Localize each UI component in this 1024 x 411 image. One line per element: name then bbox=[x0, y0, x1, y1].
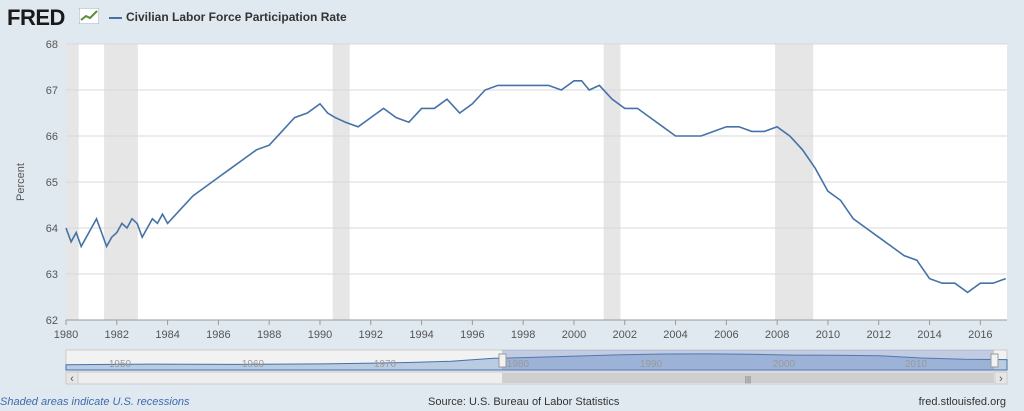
x-tick-label: 1996 bbox=[460, 329, 484, 341]
scrollbar[interactable]: ‹ ||| › bbox=[65, 371, 1008, 385]
recession-note: Shaded areas indicate U.S. recessions bbox=[0, 396, 190, 408]
y-tick-label: 65 bbox=[46, 177, 58, 189]
navigator-labels: 1950 1960 1970 1980 1990 2000 2010 bbox=[109, 359, 928, 370]
series-line[interactable] bbox=[65, 80, 1006, 294]
x-tick-label: 2008 bbox=[765, 329, 789, 341]
navigator-year-label: 1970 bbox=[374, 359, 397, 370]
x-tick-label: 2012 bbox=[866, 329, 890, 341]
x-tick-label: 1990 bbox=[308, 329, 332, 341]
x-tick-label: 2004 bbox=[663, 329, 687, 341]
fred-url[interactable]: fred.stlouisfed.org bbox=[918, 396, 1006, 408]
x-tick-label: 1982 bbox=[105, 329, 129, 341]
navigator-year-label: 1990 bbox=[640, 359, 663, 370]
y-tick-label: 63 bbox=[46, 269, 58, 281]
scroll-right-button[interactable] bbox=[994, 371, 1008, 385]
x-tick-label: 2016 bbox=[968, 329, 992, 341]
navigator-year-label: 2010 bbox=[905, 359, 928, 370]
scroll-left-arrow-icon: ‹ bbox=[70, 373, 74, 385]
navigator-year-label: 1980 bbox=[507, 359, 530, 370]
y-tick-label: 68 bbox=[46, 39, 58, 51]
y-tick-labels: 62 63 64 65 66 67 68 bbox=[46, 39, 58, 327]
legend-swatch bbox=[109, 17, 122, 19]
navigator-left-handle[interactable] bbox=[498, 353, 507, 368]
x-tick-label: 1994 bbox=[409, 329, 433, 341]
x-tick-label: 2000 bbox=[562, 329, 586, 341]
navigator-right-handle[interactable] bbox=[990, 353, 999, 368]
x-tick-labels: 1980 1982 1984 1986 1988 1990 1992 1994 1996 1998… bbox=[54, 319, 1007, 341]
scroll-grip-icon: ||| bbox=[745, 375, 751, 384]
navigator-year-label: 1960 bbox=[242, 359, 265, 370]
y-axis-label: Percent bbox=[15, 163, 27, 201]
fred-chart-icon bbox=[79, 8, 99, 24]
legend-series-label[interactable]: Civilian Labor Force Participation Rate bbox=[126, 10, 347, 24]
navigator-year-label: 1950 bbox=[109, 359, 132, 370]
x-tick-label: 1998 bbox=[511, 329, 535, 341]
source-note: Source: U.S. Bureau of Labor Statistics bbox=[428, 396, 620, 408]
y-tick-label: 64 bbox=[46, 223, 58, 235]
x-tick-label: 1988 bbox=[257, 329, 281, 341]
x-tick-label: 2002 bbox=[613, 329, 637, 341]
navigator-selection[interactable] bbox=[502, 350, 994, 370]
chart-header: FRED Civilian Labor Force Participation … bbox=[0, 0, 1024, 36]
fred-logo[interactable]: FRED bbox=[7, 5, 65, 30]
x-tick-label: 2006 bbox=[714, 329, 738, 341]
x-tick-label: 1986 bbox=[206, 329, 230, 341]
y-tick-label: 67 bbox=[46, 85, 58, 97]
navigator[interactable]: 1950 1960 1970 1980 1990 2000 2010 bbox=[65, 349, 1008, 371]
x-tick-label: 2010 bbox=[816, 329, 840, 341]
scroll-left-button[interactable] bbox=[65, 371, 79, 385]
scroll-right-arrow-icon: › bbox=[999, 373, 1003, 385]
x-tick-label: 1980 bbox=[54, 329, 78, 341]
x-tick-label: 1984 bbox=[155, 329, 179, 341]
navigator-area bbox=[65, 353, 1008, 371]
scroll-thumb[interactable] bbox=[502, 373, 994, 383]
y-tick-label: 62 bbox=[46, 315, 58, 327]
navigator-year-label: 2000 bbox=[773, 359, 796, 370]
x-tick-label: 2014 bbox=[917, 329, 941, 341]
x-tick-label: 1992 bbox=[359, 329, 383, 341]
y-tick-label: 66 bbox=[46, 131, 58, 143]
